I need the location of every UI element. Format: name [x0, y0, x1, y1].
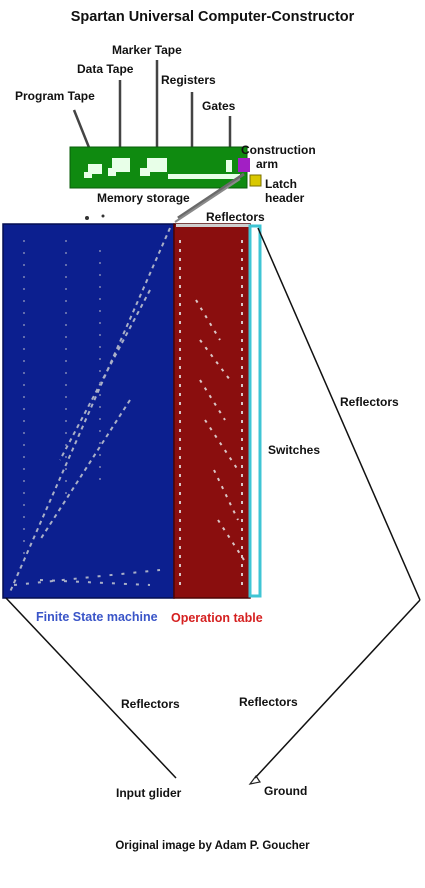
- marker-tape-label: Marker Tape: [112, 43, 182, 57]
- marker-tape-pattern: [147, 158, 167, 172]
- program-tape-pattern: [88, 164, 102, 174]
- ground-label: Ground: [264, 784, 308, 798]
- finite-state-machine-label: Finite State machine: [36, 610, 158, 624]
- data-tape-pattern: [112, 158, 130, 172]
- operation-table-pattern: [179, 240, 245, 590]
- construction-arm-line: [177, 172, 245, 220]
- registers-pattern: [168, 174, 240, 179]
- reflector-line-bottom-left: [5, 597, 177, 779]
- reflectors-row: [176, 224, 250, 227]
- fsm-vertical-pattern: [23, 240, 101, 560]
- image-credit: Original image by Adam P. Goucher: [115, 840, 310, 852]
- reflector-line-bottom-right: [254, 599, 421, 779]
- data-tape-label: Data Tape: [77, 62, 134, 76]
- reflectors-bottom-left-label: Reflectors: [121, 697, 180, 711]
- fsm-bottom-pattern: [13, 569, 161, 586]
- gates-label: Gates: [202, 99, 236, 113]
- diagram-title: Spartan Universal Computer-Constructor: [70, 9, 355, 25]
- reflector-line-right: [257, 227, 421, 601]
- construction-arm-label-line1: Construction: [241, 143, 316, 157]
- reflectors-bottom-right-label: Reflectors: [239, 695, 298, 709]
- registers-label: Registers: [161, 73, 216, 87]
- latch-header-label-line1: Latch: [265, 177, 298, 191]
- data-tape-pattern: [108, 168, 116, 176]
- latch-header-label-line2: header: [265, 191, 305, 205]
- memory-dot: [85, 216, 89, 220]
- construction-arm-line: [174, 178, 241, 223]
- memory-dot: [101, 214, 105, 218]
- switches-label: Switches: [268, 443, 321, 457]
- gates-pattern: [226, 160, 232, 172]
- memory-storage-label: Memory storage: [97, 191, 190, 205]
- operation-table-block: [173, 223, 251, 599]
- switches-column: [248, 224, 262, 598]
- construction-arm-block: [238, 158, 250, 172]
- ground-glider-icon: [248, 774, 261, 785]
- program-tape-label: Program Tape: [15, 89, 95, 103]
- operation-table-label: Operation table: [171, 611, 263, 625]
- program-tape-pattern: [84, 172, 92, 178]
- tape-patterns: [84, 158, 240, 179]
- program-tape-pointer: [72, 109, 92, 151]
- reflectors-top-label: Reflectors: [206, 210, 265, 224]
- latch-header-block: [249, 174, 262, 187]
- fsm-diagonal-pattern: [9, 227, 171, 593]
- reflectors-right-label: Reflectors: [340, 395, 399, 409]
- input-glider-label: Input glider: [116, 786, 182, 800]
- construction-arm-label-line2: arm: [256, 157, 279, 171]
- marker-tape-pattern: [140, 168, 150, 176]
